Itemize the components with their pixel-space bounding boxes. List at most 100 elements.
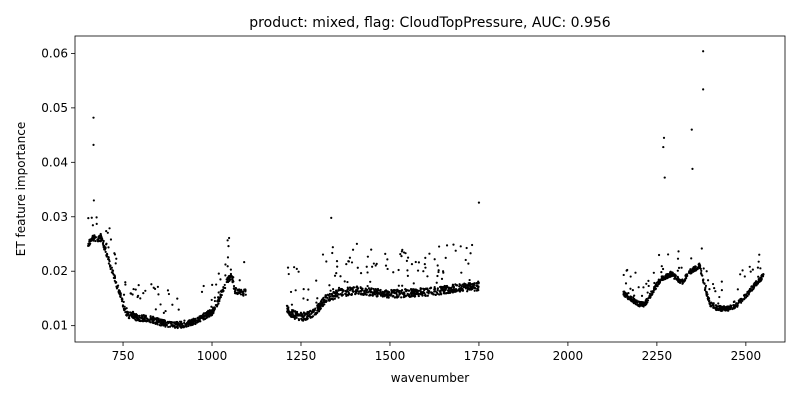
data-point: [384, 252, 387, 256]
data-point: [757, 277, 760, 281]
data-point: [471, 287, 474, 290]
data-point: [736, 288, 739, 291]
data-point: [392, 271, 395, 274]
data-point: [321, 302, 324, 306]
data-point: [218, 300, 221, 303]
data-point: [179, 325, 182, 328]
data-point: [289, 314, 292, 317]
data-point: [360, 292, 363, 295]
data-point: [458, 287, 461, 290]
data-point: [337, 296, 340, 299]
data-point: [394, 292, 398, 295]
data-point: [627, 292, 630, 295]
data-point: [386, 258, 389, 261]
data-point: [114, 262, 117, 265]
data-point: [243, 261, 246, 264]
data-point: [357, 292, 360, 295]
data-point: [426, 291, 429, 294]
data-point: [625, 269, 628, 272]
data-point: [362, 289, 366, 293]
data-point: [412, 282, 415, 285]
data-point: [434, 293, 437, 296]
data-point: [691, 267, 694, 270]
data-point: [122, 293, 126, 296]
data-point: [370, 248, 373, 251]
data-point: [664, 274, 667, 278]
data-point: [301, 318, 304, 321]
data-point: [442, 291, 446, 294]
data-point: [449, 287, 452, 290]
data-point: [453, 290, 457, 293]
data-point: [244, 288, 247, 292]
data-point: [294, 314, 298, 317]
data-point: [402, 296, 405, 299]
data-point: [729, 306, 732, 309]
data-point: [136, 294, 140, 297]
data-point: [428, 252, 431, 255]
data-point: [219, 278, 222, 281]
data-point: [92, 239, 95, 242]
data-point: [464, 258, 467, 262]
data-point: [720, 289, 723, 292]
data-point: [228, 236, 231, 240]
data-point: [347, 291, 350, 295]
data-point: [674, 274, 677, 277]
data-point: [180, 320, 183, 323]
data-point: [105, 229, 108, 233]
data-point: [662, 145, 665, 149]
data-point: [316, 297, 319, 300]
data-point: [171, 323, 174, 327]
data-point: [132, 287, 135, 291]
data-point: [211, 309, 214, 313]
data-point: [676, 279, 680, 282]
data-point: [461, 283, 464, 286]
data-point: [375, 295, 378, 298]
data-point: [466, 290, 469, 293]
data-point: [327, 294, 330, 297]
data-point: [287, 272, 290, 276]
data-point: [467, 287, 470, 290]
data-point: [624, 282, 628, 285]
data-point: [215, 305, 219, 308]
data-point: [392, 288, 396, 292]
data-point: [395, 296, 398, 299]
data-point: [134, 288, 137, 291]
data-point: [419, 288, 422, 291]
data-point: [344, 292, 347, 295]
data-point: [410, 295, 413, 298]
data-point: [384, 264, 388, 267]
data-point: [325, 299, 328, 303]
data-point: [163, 323, 166, 326]
data-point: [669, 272, 672, 275]
data-point: [287, 312, 290, 315]
data-point: [369, 290, 372, 293]
data-point: [306, 298, 309, 302]
data-point: [677, 250, 680, 253]
data-point: [745, 293, 748, 296]
data-point: [306, 315, 309, 318]
data-point: [330, 216, 333, 219]
data-point: [398, 290, 401, 293]
data-point: [297, 317, 300, 321]
data-point: [129, 292, 132, 295]
data-point: [134, 318, 137, 321]
data-point: [335, 290, 338, 293]
data-point: [328, 284, 331, 287]
data-point: [385, 296, 389, 299]
data-point: [668, 273, 671, 276]
data-point: [368, 288, 371, 292]
data-point: [160, 323, 164, 326]
data-point: [325, 260, 328, 263]
data-point: [414, 288, 417, 291]
data-point: [752, 284, 755, 288]
data-point: [299, 311, 303, 314]
data-point: [177, 308, 180, 311]
data-point: [438, 245, 441, 248]
data-point: [111, 272, 115, 275]
data-point: [151, 317, 154, 320]
data-point: [100, 235, 103, 238]
data-point: [447, 286, 450, 289]
data-point: [650, 293, 653, 297]
data-point: [704, 284, 708, 287]
data-point: [732, 300, 735, 304]
